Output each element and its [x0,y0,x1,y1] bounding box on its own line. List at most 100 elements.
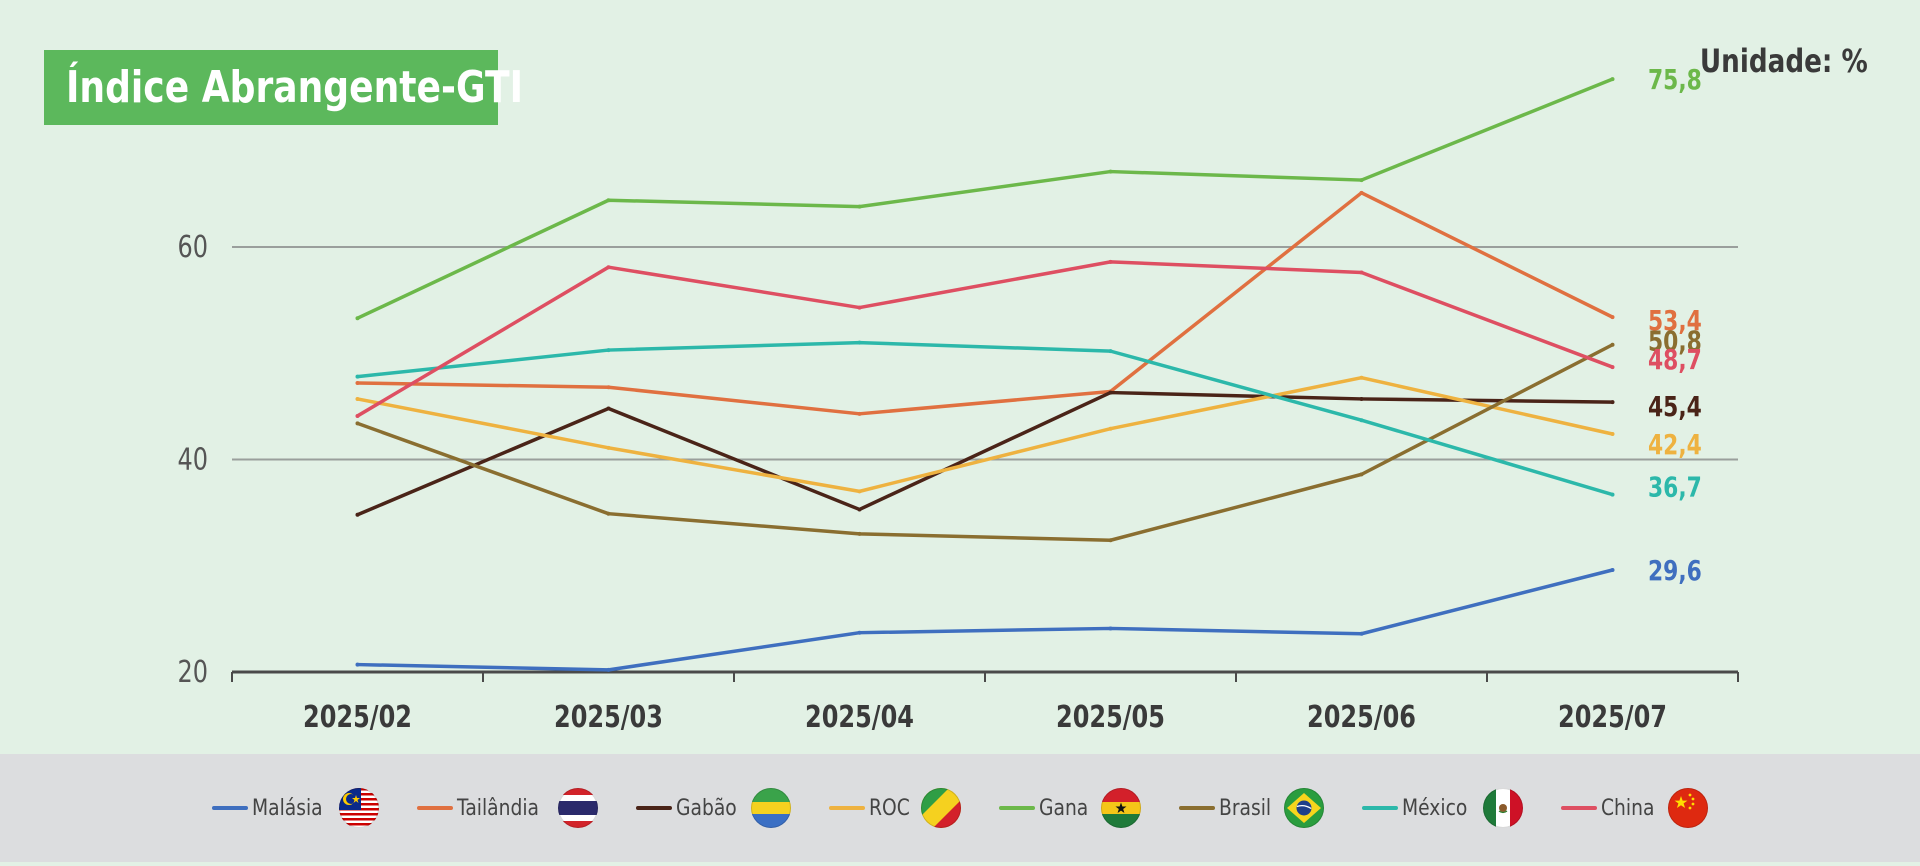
series-line-gabao [355,390,1615,517]
data-point-malasia [857,630,862,635]
data-point-malasia [1359,631,1364,636]
legend-label: China [1601,795,1655,821]
data-point-tailandia [606,385,611,390]
data-point-brasil [1610,342,1615,347]
end-value-label-malasia: 29,6 [1648,554,1702,586]
legend: Malásia Tailândia Gabão ROC Gana Brasil … [0,754,1920,862]
end-value-label-roc: 42,4 [1648,428,1702,460]
data-point-gana [1108,169,1113,174]
data-point-china [1108,259,1113,264]
data-point-roc [857,489,862,494]
end-value-label-mexico: 36,7 [1648,471,1702,503]
x-tick-label: 2025/04 [805,700,914,734]
data-point-malasia [355,662,360,667]
series-line-malasia [355,568,1615,672]
data-point-tailandia [857,411,862,416]
end-value-label-gabao: 45,4 [1648,390,1702,422]
mexico-flag-icon [1483,788,1524,828]
data-point-china [1359,270,1364,275]
data-point-malasia [1108,626,1113,631]
data-point-gabao [1359,396,1364,401]
data-point-gana [355,316,360,321]
data-point-malasia [606,667,611,672]
data-point-gabao [355,512,360,517]
data-point-china [606,265,611,270]
data-point-tailandia [1359,190,1364,195]
data-point-mexico [606,348,611,353]
legend-label: Tailândia [457,795,540,821]
series-line-tailandia [355,191,1615,416]
data-point-malasia [1610,568,1615,572]
chart-title: Índice Abrangente-GTI [66,62,523,113]
legend-label: Malásia [252,795,323,821]
legend-swatch [635,806,672,810]
data-point-gabao [857,507,862,512]
series-line-gana [355,77,1615,320]
legend-item-roc: ROC [829,788,962,828]
legend-swatch [212,806,248,810]
series-line-brasil [355,343,1615,542]
x-tick-label: 2025/05 [1056,700,1165,734]
data-point-roc [1108,426,1113,431]
data-point-brasil [1108,538,1113,543]
data-point-china [355,413,360,418]
legend-item-gana: Gana [999,788,1141,828]
legend-item-china: China [1561,788,1708,828]
gabon-flag-icon [751,788,792,828]
x-tick-label: 2025/02 [303,700,412,734]
x-tick-label: 2025/07 [1558,700,1667,734]
legend-label: Brasil [1219,795,1272,821]
legend-item-tailandia: Tailândia [417,788,598,828]
congo-flag-icon [921,788,962,828]
y-tick-label: 60 [177,230,208,264]
data-point-gana [1610,77,1615,82]
legend-swatch [1561,806,1598,810]
y-tick-label: 40 [177,443,208,477]
legend-swatch [1179,806,1215,810]
series-line-mexico [355,340,1615,497]
data-point-brasil [355,421,360,426]
data-point-mexico [857,340,862,345]
legend-swatch [1362,806,1399,810]
line-chart: 20 40 60 2025/02 2025/03 2025/04 2025/05 2025/0… [177,63,1739,735]
end-value-label-china: 48,7 [1648,343,1702,375]
data-point-gabao [1108,390,1113,395]
data-point-china [1610,365,1615,370]
series-line-china [355,260,1615,418]
brazil-flag-icon [1284,788,1325,828]
data-point-brasil [606,511,611,516]
legend-swatch [417,806,454,810]
data-point-gabao [1610,400,1615,405]
end-value-label-gana: 75,8 [1648,63,1702,95]
x-tick-label: 2025/06 [1307,700,1416,734]
x-tick-label: 2025/03 [554,700,663,734]
data-point-roc [355,396,360,401]
data-point-gana [857,204,862,209]
data-point-tailandia [355,381,360,385]
data-point-roc [606,445,611,450]
data-point-china [857,305,862,310]
data-point-mexico [1108,349,1113,354]
data-point-gana [1359,178,1364,183]
legend-item-brasil: Brasil [1179,788,1325,828]
legend-item-mexico: México [1362,788,1524,828]
chart-area: Índice Abrangente-GTI Unidade: % [0,4,1920,754]
legend-item-gabao: Gabão [635,788,792,828]
legend-label: Gana [1039,795,1089,821]
malaysia-flag-icon [339,788,380,828]
y-tick-label: 20 [177,655,208,689]
data-point-tailandia [1610,315,1615,320]
legend-label: Gabão [675,795,737,821]
thailand-flag-icon [557,788,598,828]
end-value-label-tailandia: 53,4 [1648,304,1702,336]
data-point-roc [1359,375,1364,380]
title-banner: Índice Abrangente-GTI [44,50,523,125]
unit-label: Unidade: % [1700,42,1868,80]
data-point-brasil [1359,472,1364,477]
ghana-flag-icon [1101,788,1141,828]
end-value-label-brasil: 50,8 [1648,325,1702,357]
data-point-mexico [1359,418,1364,423]
data-point-gana [606,198,611,203]
data-point-mexico [1610,492,1615,497]
data-point-roc [1610,432,1615,436]
